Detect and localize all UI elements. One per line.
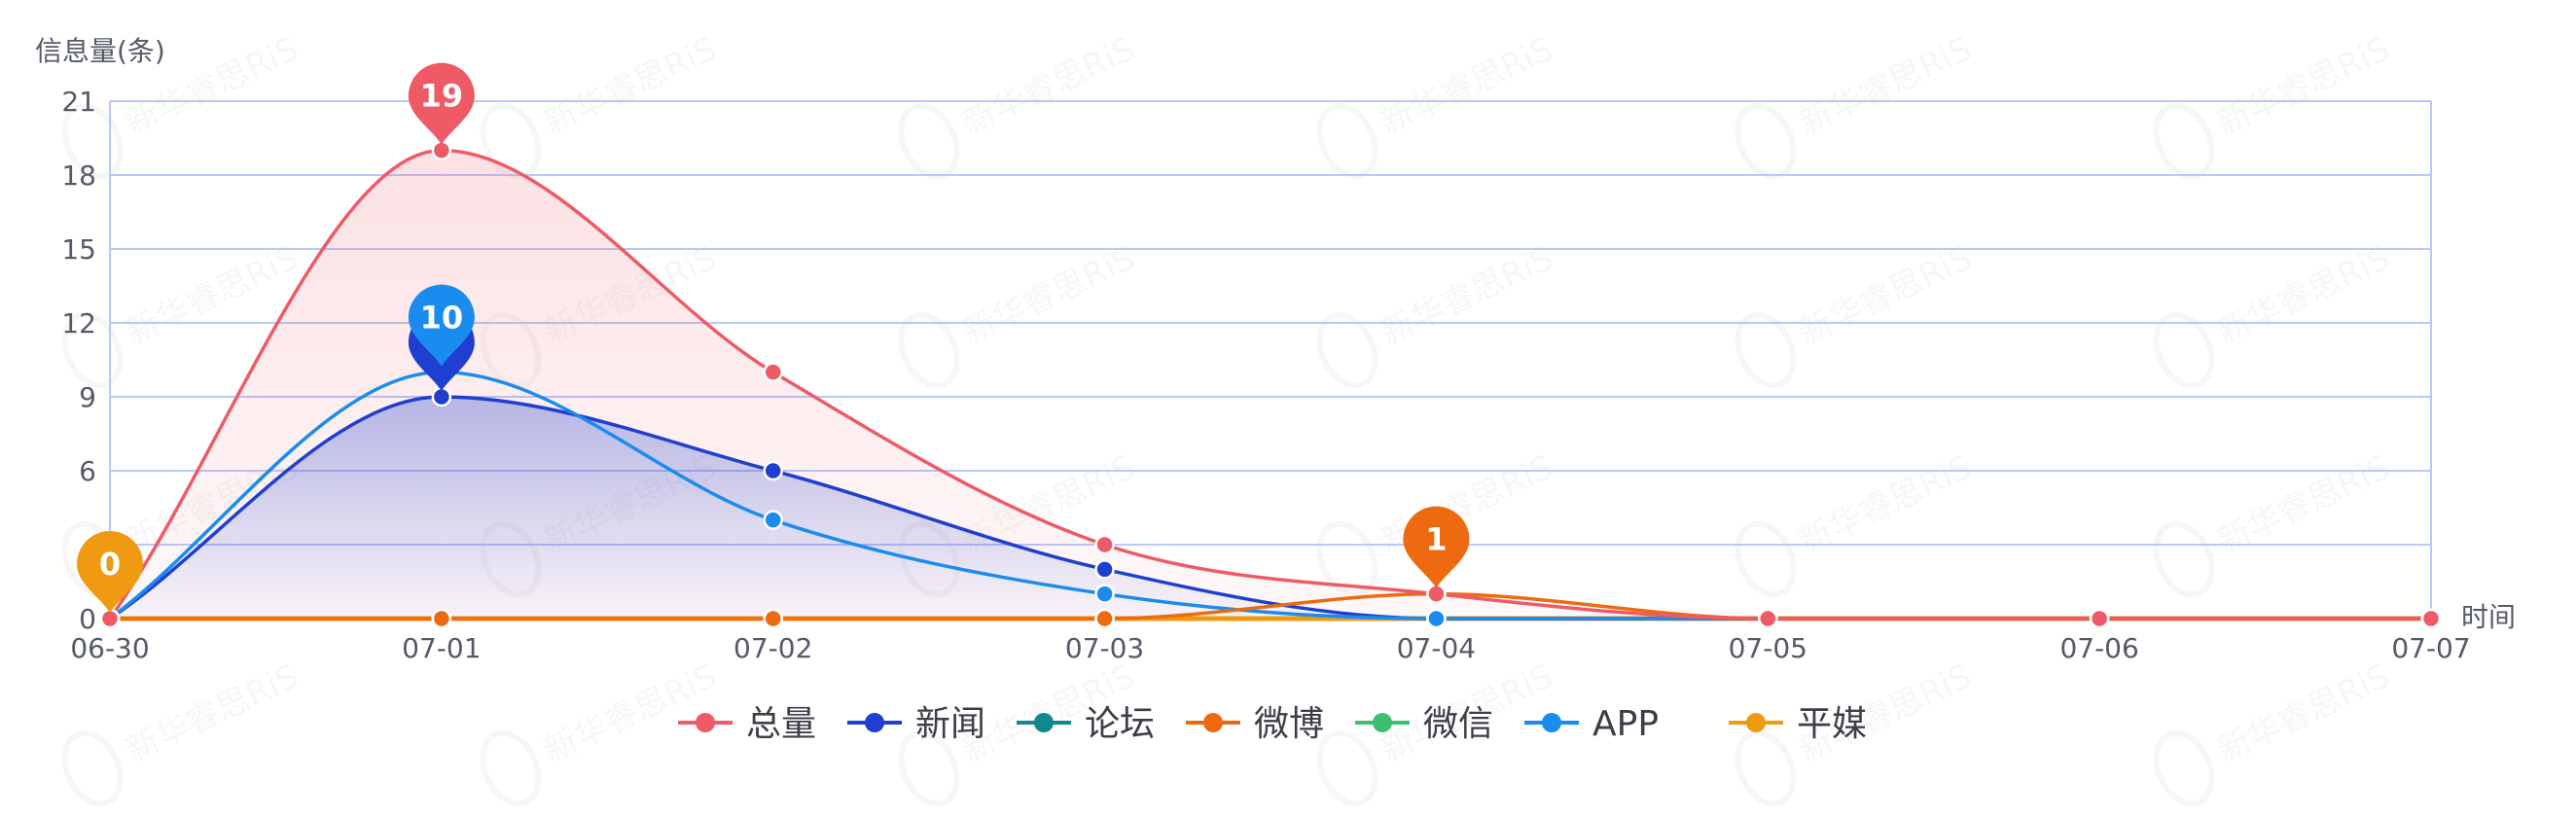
svg-text:新华睿思RiS: 新华睿思RiS — [1793, 29, 1978, 143]
data-point — [1094, 534, 1115, 555]
data-point — [763, 460, 783, 481]
y-tick-label: 12 — [61, 307, 96, 339]
legend-item[interactable]: 论坛 — [1017, 704, 1155, 744]
pin-label: 10 — [420, 300, 464, 337]
watermark-tile: 新华睿思RiS — [480, 29, 723, 180]
watermark-tile: 新华睿思RiS — [2153, 238, 2396, 389]
legend-item[interactable]: 新闻 — [847, 704, 985, 744]
y-axis-title: 信息量(条) — [35, 35, 165, 67]
y-tick-label: 9 — [79, 381, 96, 413]
y-tick-label: 18 — [61, 160, 96, 192]
svg-text:新华睿思RiS: 新华睿思RiS — [1793, 238, 1978, 352]
watermark-tile: 新华睿思RiS — [2153, 29, 2396, 180]
data-point — [1094, 559, 1115, 580]
legend-item[interactable]: 微信 — [1355, 704, 1493, 744]
x-tick-label: 07-05 — [1729, 632, 1807, 664]
legend-label: 总量 — [746, 704, 816, 744]
y-tick-label: 21 — [61, 86, 96, 118]
watermark-tile: 新华睿思RiS — [1735, 29, 1978, 180]
watermark-tile: 新华睿思RiS — [1735, 238, 1978, 389]
pin-shape — [408, 62, 475, 145]
pin-shape — [76, 530, 143, 613]
watermark-tile: 新华睿思RiS — [480, 656, 723, 807]
svg-text:新华睿思RiS: 新华睿思RiS — [2211, 29, 2396, 143]
legend-symbol — [1542, 713, 1561, 732]
legend-item[interactable]: 微博 — [1186, 704, 1324, 744]
data-point — [1094, 584, 1115, 604]
svg-text:新华睿思RiS: 新华睿思RiS — [956, 29, 1141, 143]
svg-text:新华睿思RiS: 新华睿思RiS — [1375, 238, 1559, 352]
legend-symbol — [1373, 713, 1392, 732]
data-point — [1426, 608, 1447, 629]
legend-symbol — [1746, 713, 1766, 732]
legend-item[interactable]: 平媒 — [1729, 704, 1867, 744]
watermark-tile: 新华睿思RiS — [1735, 447, 1978, 598]
pin-shape — [408, 284, 475, 367]
pin-label: 0 — [99, 546, 121, 583]
svg-text:新华睿思RiS: 新华睿思RiS — [2211, 656, 2396, 770]
svg-text:新华睿思RiS: 新华睿思RiS — [120, 656, 304, 770]
svg-text:新华睿思RiS: 新华睿思RiS — [956, 238, 1141, 352]
x-tick-label: 07-06 — [2059, 632, 2138, 664]
area-layer — [110, 150, 2431, 619]
legend-label: 微信 — [1423, 704, 1493, 744]
series-1-area — [110, 397, 2431, 619]
value-pin: 19 — [408, 62, 475, 145]
legend-item[interactable]: APP — [1524, 704, 1659, 744]
value-pin: 0 — [76, 530, 143, 613]
data-point — [1758, 608, 1778, 629]
value-pin: 10 — [408, 284, 475, 367]
legend-label: APP — [1592, 704, 1659, 744]
watermark-tile: 新华睿思RiS — [1316, 238, 1559, 389]
data-point — [431, 608, 452, 629]
y-tick-label: 15 — [61, 233, 96, 266]
svg-text:新华睿思RiS: 新华睿思RiS — [538, 29, 723, 143]
pin-label: 1 — [1425, 521, 1447, 558]
data-point — [763, 510, 783, 530]
svg-text:新华睿思RiS: 新华睿思RiS — [1375, 29, 1559, 143]
x-tick-label: 07-07 — [2391, 632, 2470, 664]
x-tick-label: 07-03 — [1065, 632, 1144, 664]
legend-label: 平媒 — [1797, 704, 1867, 744]
x-tick-label: 06-30 — [70, 632, 149, 664]
legend-symbol — [865, 713, 884, 732]
watermark-tile: 新华睿思RiS — [61, 656, 304, 807]
svg-text:新华睿思RiS: 新华睿思RiS — [538, 656, 723, 770]
data-point — [2420, 608, 2442, 629]
watermark-tile: 新华睿思RiS — [1316, 29, 1559, 180]
y-tick-label: 0 — [79, 603, 96, 635]
pin-label: 19 — [420, 78, 464, 115]
data-point — [763, 608, 783, 629]
x-tick-label: 07-01 — [402, 632, 481, 664]
legend: 总量 新闻 论坛 微博 微信 APP 平媒 — [678, 704, 1867, 744]
x-axis-title: 时间 — [2461, 601, 2516, 633]
legend-label: 微博 — [1254, 704, 1324, 744]
pin-shape — [1403, 506, 1470, 588]
legend-label: 论坛 — [1085, 704, 1155, 744]
watermark-tile: 新华睿思RiS — [2153, 447, 2396, 598]
watermark-tile: 新华睿思RiS — [898, 238, 1141, 389]
watermark-tile: 新华睿思RiS — [898, 29, 1141, 180]
legend-item[interactable]: 总量 — [678, 704, 816, 744]
value-pin: 1 — [1403, 506, 1470, 588]
data-point — [763, 362, 783, 382]
legend-symbol — [1034, 713, 1054, 732]
x-tick-label: 07-04 — [1397, 632, 1476, 664]
legend-symbol — [696, 713, 715, 732]
x-tick-label: 07-02 — [733, 632, 812, 664]
axis-layer: 信息量(条) 时间 0 6 9 12 15 18 21 06-30 07-01 07-02 07-0… — [35, 35, 2516, 664]
legend-label: 新闻 — [915, 704, 985, 744]
svg-text:新华睿思RiS: 新华睿思RiS — [2211, 238, 2396, 352]
pin-layer: 19 1 10 0 — [76, 62, 1470, 613]
data-point — [2089, 608, 2110, 629]
data-point — [1094, 608, 1115, 629]
legend-symbol — [1203, 713, 1223, 732]
watermark-tile: 新华睿思RiS — [2153, 656, 2396, 807]
y-tick-label: 6 — [79, 455, 96, 487]
